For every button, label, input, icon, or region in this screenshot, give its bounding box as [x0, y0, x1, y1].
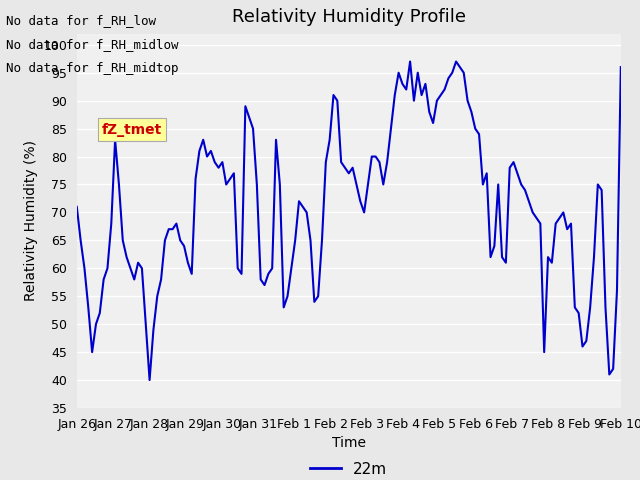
Text: No data for f_RH_low: No data for f_RH_low: [6, 14, 156, 27]
Title: Relativity Humidity Profile: Relativity Humidity Profile: [232, 9, 466, 26]
Text: fZ_tmet: fZ_tmet: [102, 122, 162, 137]
X-axis label: Time: Time: [332, 436, 366, 450]
Legend: 22m: 22m: [304, 456, 394, 480]
Text: No data for f_RH_midtop: No data for f_RH_midtop: [6, 62, 179, 75]
Y-axis label: Relativity Humidity (%): Relativity Humidity (%): [24, 140, 38, 301]
Text: No data for f_RH_midlow: No data for f_RH_midlow: [6, 38, 179, 51]
